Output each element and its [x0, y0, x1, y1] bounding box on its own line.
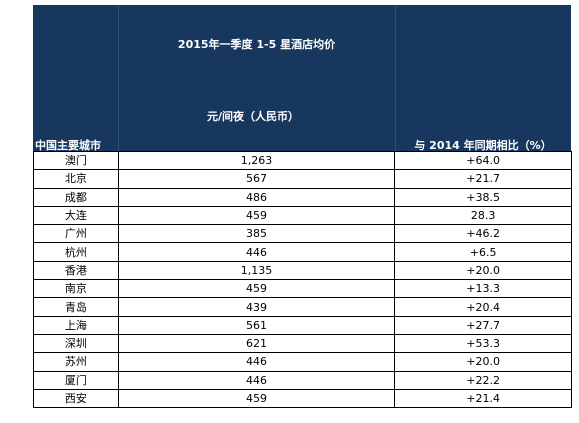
value-cell: 459 — [117, 388, 396, 409]
value-cell: +21.4 — [394, 388, 572, 409]
value-cell: 446 — [117, 242, 396, 262]
value-cell: 385 — [117, 224, 396, 244]
table-row: 南京 459 +13.3 — [33, 279, 572, 299]
header-divider — [118, 5, 119, 151]
value-cell: +20.4 — [394, 297, 572, 317]
value-cell: 486 — [117, 187, 396, 207]
table-row: 北京 567 +21.7 — [33, 169, 572, 189]
value-cell: 1,135 — [117, 260, 396, 281]
value-cell: 439 — [117, 297, 396, 317]
value-cell: +53.3 — [394, 333, 572, 354]
table-row: 深圳 621 +53.3 — [33, 333, 572, 354]
table-row: 青岛 439 +20.4 — [33, 297, 572, 317]
value-cell: +46.2 — [394, 224, 572, 244]
value-cell: +20.0 — [394, 260, 572, 281]
value-cell: 459 — [117, 205, 396, 226]
value-cell: 621 — [117, 333, 396, 354]
value-cell: +13.3 — [394, 279, 572, 299]
value-cell: +20.0 — [394, 352, 572, 372]
city-cell: 香港 — [33, 260, 119, 281]
city-cell: 深圳 — [33, 333, 119, 354]
table-row: 杭州 446 +6.5 — [33, 242, 572, 262]
value-cell: +21.7 — [394, 169, 572, 189]
table-row: 厦门 446 +22.2 — [33, 370, 572, 390]
column-header: 与 2014 年同期相比（%） — [414, 139, 552, 152]
value-cell: 1,263 — [117, 150, 396, 171]
value-cell: 561 — [117, 315, 396, 335]
city-cell: 西安 — [33, 388, 119, 409]
value-cell: +64.0 — [394, 150, 572, 171]
column-header: 元/间夜（人民币） — [206, 110, 300, 123]
city-cell: 厦门 — [33, 370, 119, 390]
value-cell: +22.2 — [394, 370, 572, 390]
city-cell: 青岛 — [33, 297, 119, 317]
data-table: 澳门 1,263 +64.0 北京 567 +21.7 成都 486 +38.5 大连 459 28.… — [33, 150, 572, 409]
city-cell: 成都 — [33, 187, 119, 207]
city-cell: 南京 — [33, 279, 119, 299]
header-divider — [395, 5, 396, 151]
table-row: 苏州 446 +20.0 — [33, 352, 572, 372]
value-cell: 28.3 — [394, 205, 572, 226]
column-header: 中国主要城市 — [35, 139, 101, 152]
value-cell: 567 — [117, 169, 396, 189]
table-row: 广州 385 +46.2 — [33, 224, 572, 244]
value-cell: 446 — [117, 352, 396, 372]
city-cell: 北京 — [33, 169, 119, 189]
value-cell: +6.5 — [394, 242, 572, 262]
city-cell: 广州 — [33, 224, 119, 244]
table-row: 成都 486 +38.5 — [33, 187, 572, 207]
city-cell: 大连 — [33, 205, 119, 226]
city-cell: 苏州 — [33, 352, 119, 372]
value-cell: +27.7 — [394, 315, 572, 335]
table-row: 澳门 1,263 +64.0 — [33, 150, 572, 171]
city-cell: 澳门 — [33, 150, 119, 171]
value-cell: 446 — [117, 370, 396, 390]
table-row: 香港 1,135 +20.0 — [33, 260, 572, 281]
table-row: 西安 459 +21.4 — [33, 388, 572, 409]
value-cell: +38.5 — [394, 187, 572, 207]
header-title: 2015年一季度 1-5 星酒店均价 — [177, 38, 336, 51]
table-header: 2015年一季度 1-5 星酒店均价 元/间夜（人民币） 中国主要城市 与 20… — [33, 5, 571, 152]
table-row: 大连 459 28.3 — [33, 205, 572, 226]
city-cell: 上海 — [33, 315, 119, 335]
value-cell: 459 — [117, 279, 396, 299]
table-row: 上海 561 +27.7 — [33, 315, 572, 335]
city-cell: 杭州 — [33, 242, 119, 262]
